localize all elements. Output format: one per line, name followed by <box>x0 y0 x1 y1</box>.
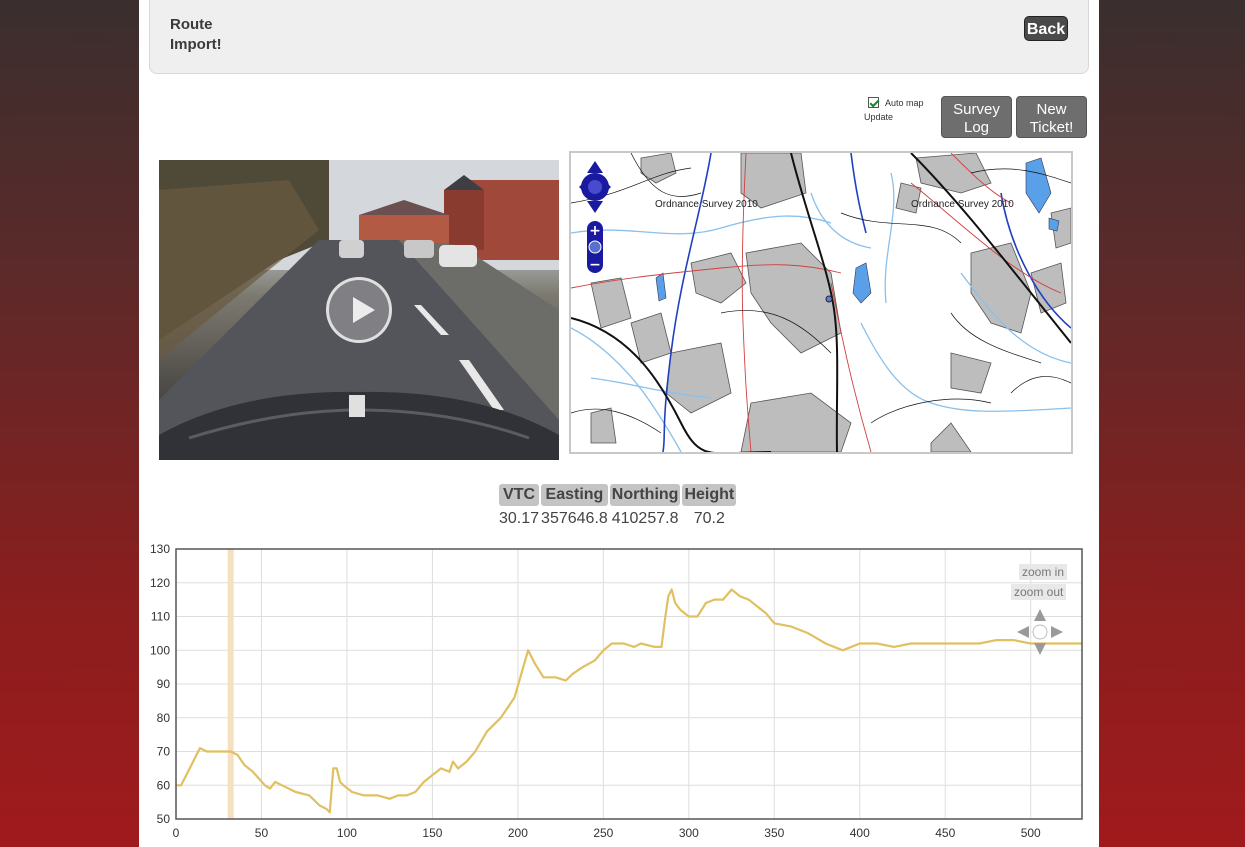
page: Route Import! Back Auto map Update Surve… <box>139 0 1099 847</box>
x-tick-label: 500 <box>1021 826 1041 840</box>
map-building <box>1050 207 1071 249</box>
y-tick-label: 70 <box>157 745 171 759</box>
zoom-in-icon[interactable]: + <box>589 223 601 239</box>
x-tick-label: 450 <box>935 826 955 840</box>
map-lake <box>852 262 872 304</box>
y-tick-label: 90 <box>157 677 171 691</box>
y-tick-label: 130 <box>150 542 170 556</box>
map-canvas <box>571 153 1071 452</box>
map-lake <box>655 272 667 302</box>
automap-toggle[interactable]: Auto map Update <box>864 96 944 128</box>
new-ticket-button[interactable]: New Ticket! <box>1016 96 1087 138</box>
map-building <box>930 422 972 452</box>
survey-label-1: Survey <box>953 101 1000 118</box>
pan-control-icon[interactable] <box>579 161 611 213</box>
northing-header: Northing <box>609 484 681 506</box>
position-table: VTC Easting Northing Height 30.17 357646… <box>497 482 738 532</box>
ticket-label-2: Ticket! <box>1029 119 1074 136</box>
y-tick-label: 60 <box>157 778 171 792</box>
y-tick-label: 80 <box>157 711 171 725</box>
map-building <box>740 392 852 452</box>
map-nav-controls: + − <box>579 161 611 273</box>
zoom-out-icon[interactable]: − <box>589 257 601 273</box>
road-scene <box>159 160 559 460</box>
y-tick-label: 50 <box>157 812 171 826</box>
map-credit: Ordnance Survey 2010 <box>655 199 758 210</box>
automap-label-2: Update <box>864 112 894 122</box>
map-building <box>590 407 617 444</box>
map-lake <box>1025 157 1052 214</box>
x-tick-label: 200 <box>508 826 528 840</box>
x-tick-label: 150 <box>422 826 442 840</box>
map-building <box>665 342 732 414</box>
os-map[interactable]: Ordnance Survey 2010 Ordnance Survey 201… <box>569 151 1073 454</box>
road-video-player[interactable] <box>159 160 559 460</box>
x-tick-label: 0 <box>173 826 180 840</box>
map-building <box>895 182 922 214</box>
globe-icon[interactable] <box>588 240 602 254</box>
x-tick-label: 250 <box>593 826 613 840</box>
pan-arrows-icon[interactable] <box>1015 607 1065 657</box>
vtc-value: 30.17 <box>499 510 540 527</box>
survey-log-button[interactable]: Survey Log <box>941 96 1012 138</box>
position-marker <box>227 549 234 819</box>
x-tick-label: 350 <box>764 826 784 840</box>
zoom-out-link[interactable]: zoom out <box>1011 584 1067 600</box>
automap-checkbox[interactable] <box>868 97 879 108</box>
height-value: 70.2 <box>693 510 725 527</box>
x-tick-label: 300 <box>679 826 699 840</box>
zoom-in-link[interactable]: zoom in <box>1019 564 1068 580</box>
elevation-chart[interactable]: 50 60 70 80 90 100 110 120 130 0 50 100 150 200 250 300… <box>139 537 1099 847</box>
x-tick-label: 50 <box>255 826 269 840</box>
map-building <box>745 242 842 354</box>
y-tick-label: 120 <box>150 576 170 590</box>
map-building <box>690 252 747 304</box>
northing-value: 410257.8 <box>611 510 679 527</box>
title-line-2: Import! <box>170 36 222 53</box>
y-tick-label: 100 <box>150 643 170 657</box>
title-line-1: Route <box>170 16 213 33</box>
map-building <box>970 242 1032 334</box>
plot-frame <box>175 548 1083 820</box>
height-header: Height <box>682 484 737 506</box>
x-tick-label: 400 <box>850 826 870 840</box>
easting-header: Easting <box>541 484 608 506</box>
map-building <box>1030 262 1067 314</box>
map-building <box>950 352 992 394</box>
header-panel: Route Import! Back <box>149 0 1089 74</box>
map-building <box>590 277 632 329</box>
play-icon[interactable] <box>326 277 392 343</box>
x-tick-label: 100 <box>337 826 357 840</box>
map-building <box>740 153 807 209</box>
vtc-header: VTC <box>499 484 540 506</box>
y-tick-label: 110 <box>151 610 170 624</box>
ticket-label-1: New <box>1036 101 1067 118</box>
easting-value: 357646.8 <box>541 510 608 527</box>
elevation-line <box>176 588 1082 814</box>
map-credit-2: Ordnance Survey 2010 <box>911 199 1014 210</box>
automap-label: Auto map <box>885 98 924 108</box>
map-position-marker <box>825 295 833 303</box>
survey-label-2: Log <box>963 119 990 136</box>
back-button[interactable]: Back <box>1024 16 1068 41</box>
map-building <box>915 153 992 194</box>
page-title: Route Import! <box>170 15 250 55</box>
map-building <box>640 153 677 184</box>
map-lake <box>1048 217 1060 232</box>
